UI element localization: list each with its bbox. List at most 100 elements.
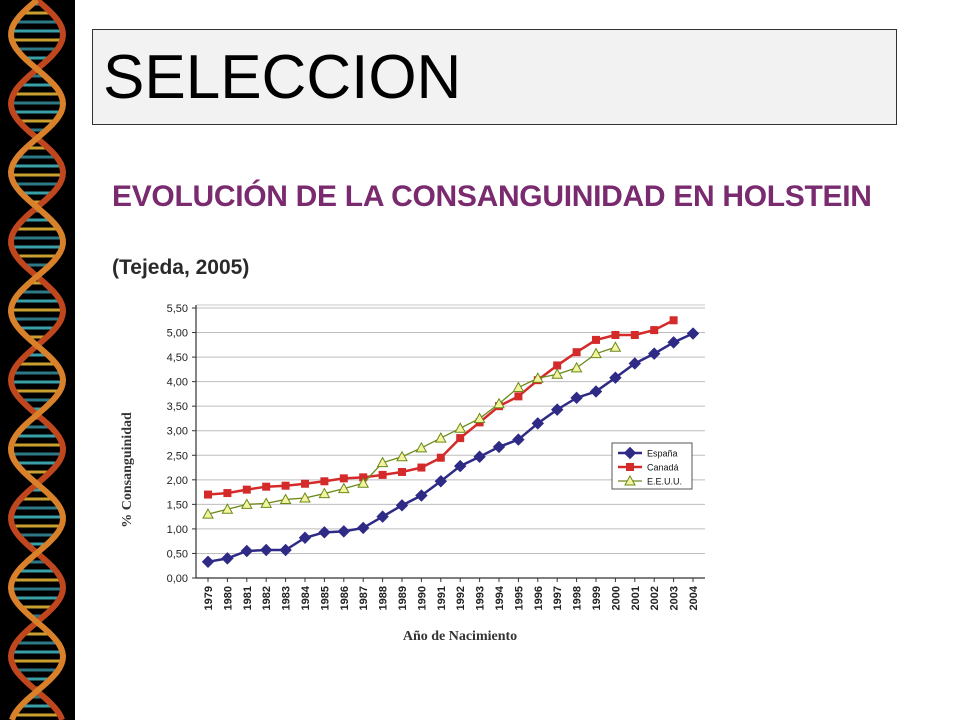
chart-title: EVOLUCIÓN DE LA CONSANGUINIDAD EN HOLSTE… (112, 180, 872, 213)
data-point (512, 381, 525, 393)
data-point (454, 422, 467, 433)
y-tick-label: 4,00 (167, 377, 188, 389)
x-tick-label: 1992 (455, 586, 467, 610)
x-tick-label: 1995 (513, 586, 525, 610)
x-tick-label: 1989 (397, 586, 409, 610)
x-tick-label: 1996 (533, 586, 545, 610)
data-point (609, 341, 622, 352)
data-point (223, 489, 232, 498)
data-point (630, 331, 639, 339)
data-point (493, 397, 505, 409)
data-point (240, 544, 254, 558)
data-point (279, 493, 292, 504)
series-line (207, 346, 616, 515)
data-point (221, 503, 234, 514)
data-point (473, 450, 486, 463)
y-tick-label: 0,00 (167, 573, 188, 585)
slide-title-box: SELECCION (92, 29, 897, 125)
data-point (259, 543, 273, 557)
data-point (623, 446, 637, 460)
x-tick-label: 1987 (358, 586, 370, 610)
y-tick-label: 2,50 (167, 450, 188, 462)
x-tick-label: 1980 (222, 586, 234, 610)
data-point (434, 475, 448, 488)
data-point (626, 463, 634, 471)
data-point (202, 508, 214, 519)
data-point (281, 481, 290, 490)
data-point (551, 368, 564, 379)
data-point (609, 371, 622, 384)
y-tick-label: 4,50 (167, 352, 188, 364)
x-tick-label: 1990 (416, 586, 428, 610)
chart-gridlines (196, 304, 705, 554)
data-point (667, 336, 680, 349)
data-point (378, 470, 387, 479)
data-point (339, 474, 348, 483)
data-point (592, 335, 600, 344)
data-point (260, 497, 273, 508)
x-tick-label: 1988 (378, 586, 390, 610)
data-point (396, 450, 408, 462)
dna-strand (7, 0, 67, 722)
data-point (262, 482, 271, 491)
chart-legend: España Canadá E.E.U.U. (611, 442, 693, 490)
data-point (531, 417, 545, 430)
dna-helix-icon (7, 0, 67, 722)
slide-title: SELECCION (103, 43, 462, 112)
data-point (318, 526, 331, 539)
y-tick-label: 3,50 (167, 401, 188, 413)
data-point (492, 440, 506, 454)
data-point (376, 456, 389, 468)
chart-series (201, 316, 700, 569)
dna-strand (7, 0, 67, 722)
data-point (669, 316, 678, 325)
data-point (201, 555, 215, 569)
data-point (611, 331, 620, 339)
x-tick-label: 1999 (591, 586, 603, 610)
data-point (318, 487, 331, 499)
data-point (357, 477, 370, 488)
legend-label: Canadá (647, 463, 679, 473)
data-point (628, 357, 642, 370)
data-point (572, 348, 581, 357)
x-tick-label: 1993 (475, 586, 487, 610)
x-tick-label: 1985 (319, 586, 331, 610)
data-point (301, 479, 309, 488)
y-tick-label: 2,00 (167, 475, 188, 487)
x-axis-label: Año de Nacimiento (403, 629, 517, 644)
x-tick-label: 1981 (242, 586, 254, 610)
data-point (647, 347, 661, 360)
y-tick-label: 0,50 (167, 548, 188, 560)
x-tick-label: 1997 (552, 586, 564, 610)
y-tick-label: 1,00 (167, 524, 188, 536)
data-point (650, 326, 659, 335)
dna-helix-decoration (0, 0, 75, 722)
data-point (570, 391, 583, 405)
data-point (415, 441, 428, 453)
legend-label: E.E.U.U. (647, 477, 682, 487)
x-tick-label: 1983 (281, 586, 293, 610)
x-tick-label: 1994 (494, 585, 506, 610)
data-point (298, 531, 312, 544)
x-tick-label: 2004 (688, 585, 700, 610)
data-point (415, 489, 428, 502)
data-point (436, 453, 445, 462)
y-tick-label: 5,00 (167, 328, 188, 340)
data-point (242, 485, 251, 494)
data-point (204, 490, 212, 499)
data-point (589, 385, 603, 398)
data-point (398, 467, 406, 476)
chart-axes: 0,00 0,50 1,00 1,50 2,00 2,50 3,00 3,50 4,00 4,50… (167, 303, 705, 610)
data-point (337, 482, 350, 494)
data-point (417, 463, 426, 472)
x-tick-label: 2001 (630, 586, 642, 610)
data-point (376, 510, 389, 523)
data-point (299, 491, 311, 503)
data-point (240, 498, 253, 509)
data-point (686, 327, 700, 340)
data-point (356, 521, 370, 535)
data-point (320, 477, 329, 486)
data-point (570, 361, 583, 373)
x-tick-label: 1998 (572, 586, 584, 610)
